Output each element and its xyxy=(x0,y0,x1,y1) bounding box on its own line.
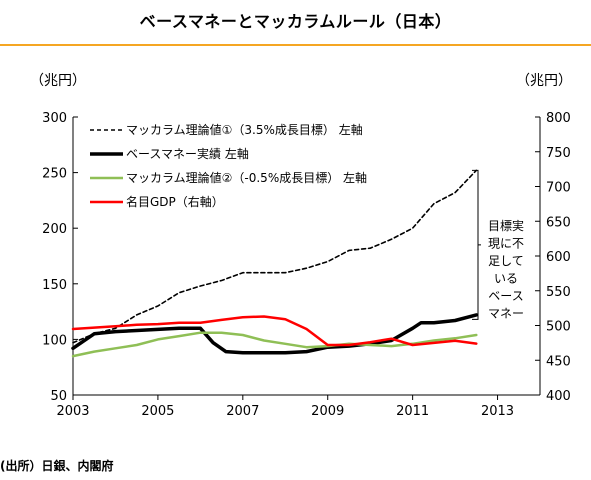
left-axis-unit: （兆円） xyxy=(30,73,86,89)
x-tick-label: 2009 xyxy=(311,404,344,419)
series-lines-group xyxy=(71,169,479,358)
source-note: (出所）日銀、内閣府 xyxy=(0,459,114,473)
series-line-4 xyxy=(71,315,478,347)
left-tick-label: 100 xyxy=(42,333,67,348)
legend-label-3: マッカラム理論値②（-0.5%成長目標） 左軸 xyxy=(126,170,367,185)
left-tick-label: 50 xyxy=(50,389,67,404)
series-line-2 xyxy=(71,313,479,355)
annotation-line: 足して xyxy=(488,254,524,268)
right-tick-label: 500 xyxy=(546,320,571,335)
legend-label-2: ベースマネー実績 左軸 xyxy=(126,146,249,161)
left-tick-label: 250 xyxy=(42,167,67,182)
annotation-line: いる xyxy=(494,272,518,286)
right-tick-label: 800 xyxy=(546,111,571,126)
legend-label-4: 名目GDP（右軸） xyxy=(126,194,224,209)
right-tick-label: 450 xyxy=(546,354,571,369)
right-tick-label: 600 xyxy=(546,250,571,265)
right-tick-label: 550 xyxy=(546,285,571,300)
right-tick-label: 650 xyxy=(546,215,571,230)
right-tick-label: 700 xyxy=(546,181,571,196)
annotation-line: 現に不 xyxy=(488,237,524,251)
chart-title: ベースマネーとマッカラムルール（日本） xyxy=(139,12,452,31)
shortfall-bracket xyxy=(472,169,479,320)
axes-group: 300 250 200 150 100 50 800 750 700 650 600 550 500 45… xyxy=(42,111,571,419)
right-tick-label: 400 xyxy=(546,389,571,404)
x-tick-label: 2003 xyxy=(56,404,89,419)
annotation-box xyxy=(481,213,531,323)
series-line-1 xyxy=(72,169,478,344)
annotation-line: ベース xyxy=(488,289,523,303)
annotation-line: マネー xyxy=(488,307,524,321)
right-tick-label: 750 xyxy=(546,146,571,161)
left-tick-label: 300 xyxy=(42,111,67,126)
x-tick-label: 2007 xyxy=(226,404,259,419)
legend-label-1: マッカラム理論値①（3.5%成長目標） 左軸 xyxy=(126,122,363,137)
x-tick-label: 2011 xyxy=(396,404,429,419)
x-tick-label: 2013 xyxy=(481,404,514,419)
x-tick-label: 2005 xyxy=(141,404,174,419)
annotation-line: 目標実 xyxy=(488,218,524,233)
left-tick-label: 200 xyxy=(42,222,67,237)
left-tick-label: 150 xyxy=(42,278,67,293)
title-divider xyxy=(0,44,591,46)
right-axis-unit: （兆円） xyxy=(516,73,572,89)
